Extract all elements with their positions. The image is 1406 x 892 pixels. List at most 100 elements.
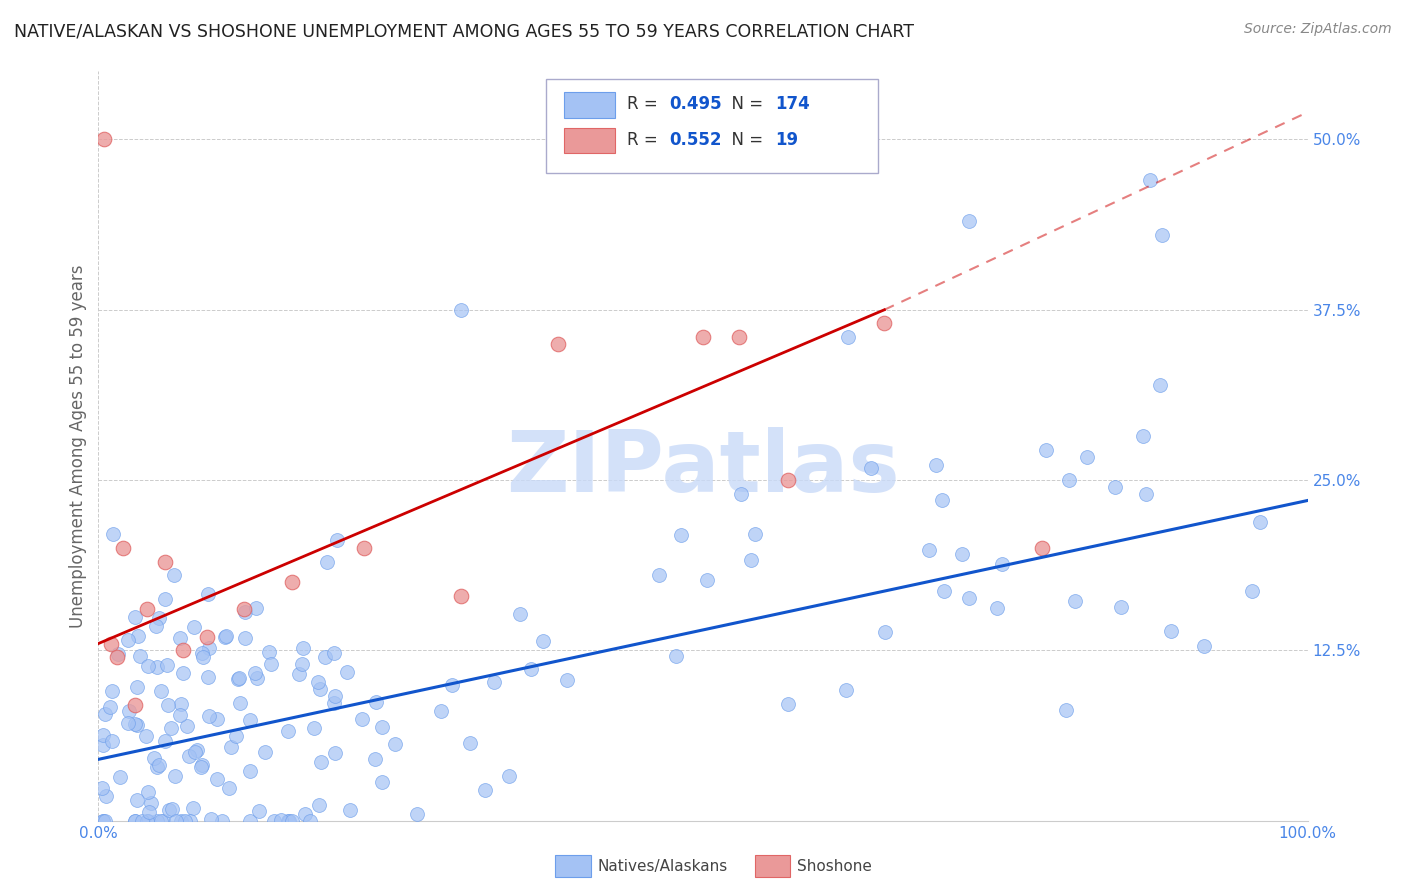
Point	[287, 667, 309, 681]
Point	[837, 330, 859, 344]
Point	[91, 814, 114, 828]
Point	[484, 674, 506, 689]
Point	[309, 755, 332, 769]
Point	[101, 734, 124, 748]
Point	[835, 683, 858, 698]
Point	[696, 573, 718, 587]
Point	[270, 814, 292, 828]
Point	[146, 760, 169, 774]
Point	[156, 698, 179, 712]
Point	[950, 547, 973, 561]
Point	[308, 682, 330, 697]
Point	[730, 487, 752, 501]
Point	[90, 781, 112, 796]
Point	[1031, 541, 1053, 556]
Point	[498, 769, 520, 783]
Point	[139, 796, 162, 810]
Point	[932, 584, 955, 599]
Y-axis label: Unemployment Among Ages 55 to 59 years: Unemployment Among Ages 55 to 59 years	[69, 264, 87, 628]
Point	[547, 336, 569, 351]
Point	[174, 814, 197, 828]
Point	[165, 814, 187, 828]
Point	[179, 748, 201, 763]
Point	[96, 789, 118, 803]
Point	[131, 814, 153, 828]
Point	[125, 793, 148, 807]
FancyBboxPatch shape	[564, 128, 614, 153]
FancyBboxPatch shape	[564, 93, 614, 118]
Point	[111, 541, 134, 556]
Point	[1064, 593, 1087, 607]
Point	[254, 745, 277, 759]
Point	[98, 699, 121, 714]
Point	[183, 620, 205, 634]
Point	[145, 619, 167, 633]
Point	[458, 736, 481, 750]
Point	[181, 801, 204, 815]
Point	[214, 629, 236, 643]
Point	[91, 738, 114, 752]
Point	[148, 611, 170, 625]
Point	[364, 752, 387, 766]
Point	[155, 734, 177, 748]
Point	[163, 568, 186, 582]
Point	[124, 814, 146, 828]
Point	[225, 730, 247, 744]
Point	[146, 814, 169, 828]
Point	[744, 526, 766, 541]
Point	[226, 672, 249, 686]
FancyBboxPatch shape	[546, 78, 879, 172]
Point	[108, 770, 131, 784]
Point	[323, 746, 346, 760]
Point	[1139, 173, 1161, 187]
Point	[136, 814, 159, 828]
Text: 0.495: 0.495	[669, 95, 721, 113]
Point	[931, 493, 953, 508]
Point	[291, 657, 314, 672]
Point	[197, 709, 219, 723]
Point	[648, 567, 671, 582]
Point	[169, 814, 191, 828]
Point	[281, 814, 304, 828]
Text: N =: N =	[721, 130, 769, 149]
Point	[205, 772, 228, 786]
Point	[957, 214, 980, 228]
Point	[430, 704, 453, 718]
Point	[149, 684, 172, 698]
Point	[211, 814, 233, 828]
Point	[239, 713, 262, 727]
Point	[281, 575, 304, 590]
Point	[778, 698, 800, 712]
Point	[179, 814, 201, 828]
Point	[728, 330, 751, 344]
Text: 0.552: 0.552	[669, 130, 721, 149]
Text: R =: R =	[627, 95, 662, 113]
Point	[555, 673, 578, 687]
Point	[228, 672, 250, 686]
Point	[219, 740, 242, 755]
Point	[160, 802, 183, 816]
Text: R =: R =	[627, 130, 662, 149]
Point	[1241, 583, 1264, 598]
Point	[1135, 487, 1157, 501]
Point	[1109, 599, 1132, 614]
Point	[191, 646, 214, 660]
Point	[200, 812, 222, 826]
Point	[1160, 624, 1182, 638]
Point	[239, 814, 262, 828]
Point	[190, 760, 212, 774]
Point	[186, 743, 208, 757]
Point	[149, 814, 172, 828]
Point	[440, 678, 463, 692]
Text: Source: ZipAtlas.com: Source: ZipAtlas.com	[1244, 22, 1392, 37]
Point	[117, 632, 139, 647]
Point	[229, 696, 252, 710]
Point	[307, 675, 329, 690]
Point	[118, 704, 141, 718]
Point	[957, 591, 980, 605]
Point	[232, 602, 254, 616]
Point	[124, 717, 146, 731]
Point	[135, 602, 157, 616]
Point	[1035, 443, 1057, 458]
Point	[124, 698, 146, 712]
